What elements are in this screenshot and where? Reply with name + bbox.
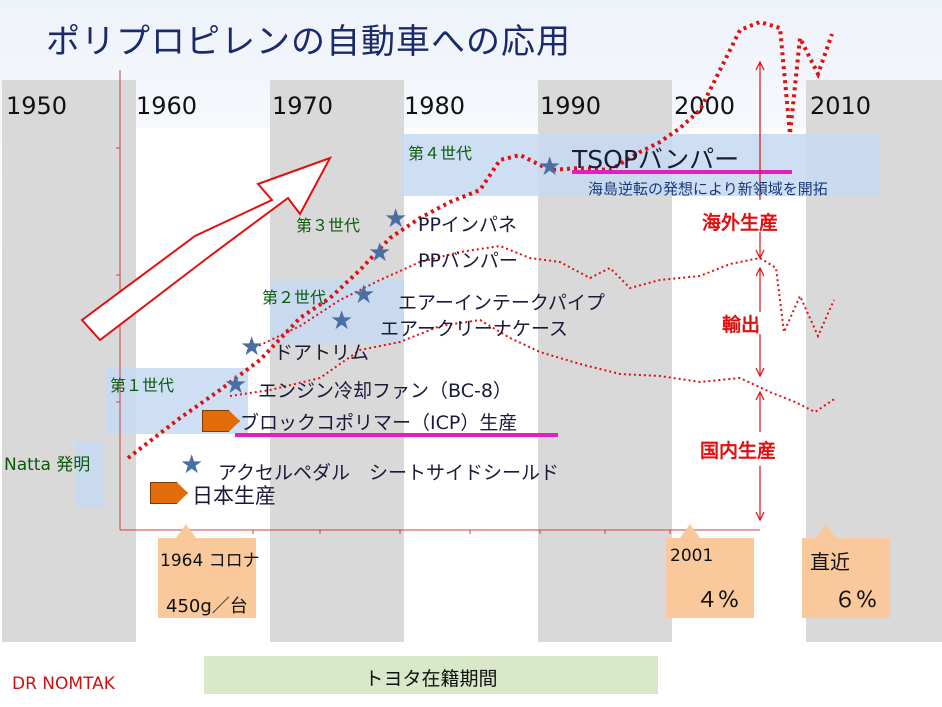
corona-box: 1964 コロナ 450g／台 [158, 538, 260, 618]
gen4-label: 第４世代 [408, 144, 473, 163]
label-pedal: アクセルペダル シートサイドシールド [218, 462, 560, 484]
label-domestic: 国内生産 [700, 440, 777, 462]
production-marker [202, 410, 240, 432]
star-icon: ★ [384, 204, 408, 234]
y2001-percent: ４% [696, 588, 739, 613]
recent-label: 直近 [810, 550, 850, 574]
total-production-line [126, 19, 834, 460]
natta-label: Natta 発明 [4, 455, 91, 475]
label-pp-bumper: PPバンパー [418, 250, 518, 272]
year-2000: 2000 [674, 92, 736, 120]
star-icon: ★ [538, 152, 562, 182]
y2001-label: 2001 [670, 546, 714, 566]
year-1990: 1990 [540, 92, 602, 120]
star-icon: ★ [224, 370, 248, 400]
toyota-period-bar: トヨタ在籍期間 [204, 656, 658, 694]
corona-line2: 450g／台 [166, 596, 248, 617]
gen3-label: 第３世代 [296, 216, 361, 235]
production-marker [150, 482, 188, 504]
year-1970: 1970 [272, 92, 334, 120]
year-1960: 1960 [136, 92, 198, 120]
callout-pointer [680, 524, 700, 538]
recent-box: 直近 ６% [802, 538, 890, 618]
label-engine-fan: エンジン冷却ファン（BC-8） [258, 380, 512, 402]
recent-percent: ６% [834, 588, 877, 613]
label-block-copolymer: ブロックコポリマー（ICP）生産 [240, 412, 518, 434]
callout-pointer [176, 524, 196, 538]
author-label: DR NOMTAK [12, 674, 115, 694]
star-icon: ★ [240, 332, 264, 362]
label-tsop-bumper: TSOPバンパー [572, 145, 740, 174]
label-air-intake: エアーインテークパイプ [398, 292, 605, 314]
star-icon: ★ [368, 238, 392, 268]
gen1-label: 第１世代 [110, 376, 175, 395]
y2001-box: 2001 ４% [666, 538, 754, 618]
label-door-trim: ドアトリム [274, 342, 370, 364]
label-overseas: 海外生産 [702, 212, 779, 234]
toyota-period-label: トヨタ在籍期間 [364, 668, 498, 690]
year-2010: 2010 [810, 92, 872, 120]
gen2-label: 第２世代 [262, 288, 327, 307]
natta-band [76, 442, 104, 508]
corona-line1: 1964 コロナ [160, 551, 260, 571]
trend-arrow [80, 156, 333, 342]
export-line [249, 244, 835, 351]
band-1950s [2, 80, 136, 642]
label-air-cleaner: エアークリーナケース [380, 318, 568, 340]
star-icon: ★ [330, 306, 354, 336]
page-title: ポリプロピレンの自動車への応用 [46, 22, 571, 62]
label-tsop-sub: 海島逆転の発想により新領域を開拓 [588, 180, 828, 198]
callout-pointer [816, 524, 836, 538]
label-pp-inpane: PPインパネ [418, 214, 517, 236]
star-icon: ★ [352, 280, 376, 310]
star-icon: ★ [180, 450, 204, 480]
label-export: 輸出 [722, 314, 761, 336]
year-1950: 1950 [6, 92, 68, 120]
label-nihon: 日本生産 [192, 484, 276, 508]
year-1980: 1980 [404, 92, 466, 120]
